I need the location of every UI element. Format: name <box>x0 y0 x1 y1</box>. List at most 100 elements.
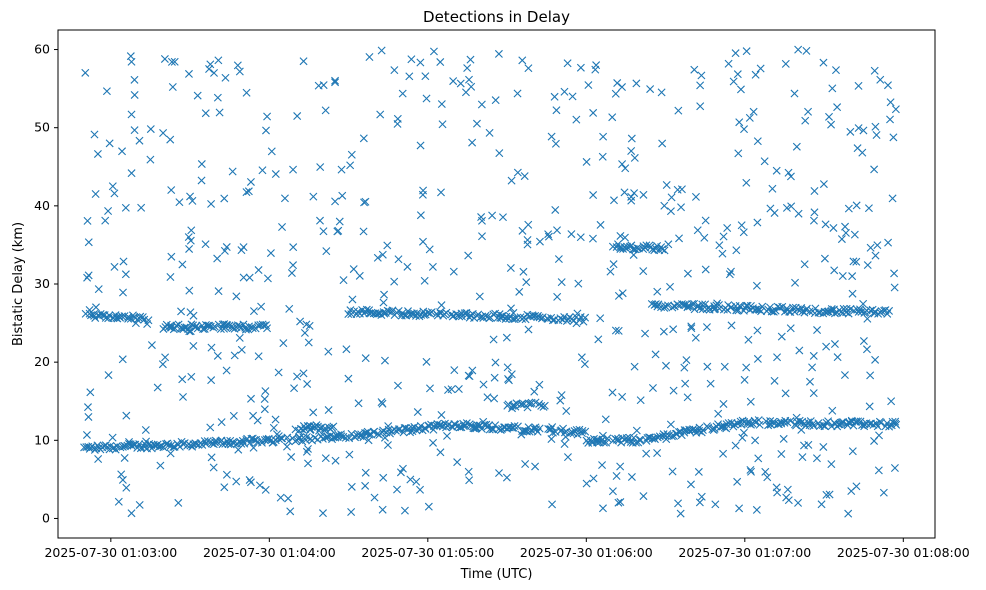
scatter-point <box>494 425 503 434</box>
scatter-point <box>485 128 494 137</box>
scatter-point <box>606 267 615 276</box>
scatter-point <box>221 73 230 82</box>
scatter-point <box>185 327 194 336</box>
scatter-point <box>220 483 229 492</box>
scatter-point <box>866 306 875 315</box>
scatter-point <box>798 453 807 462</box>
scatter-point <box>205 64 214 73</box>
scatter-point <box>309 192 318 201</box>
scatter-point <box>598 504 607 513</box>
scatter-point <box>713 299 722 308</box>
scatter-point <box>456 79 465 88</box>
scatter-point <box>244 187 253 196</box>
scatter-point <box>820 254 829 263</box>
scatter-point <box>348 295 357 304</box>
scatter-point <box>339 276 348 285</box>
scatter-point <box>872 131 881 139</box>
scatter-point <box>162 440 171 449</box>
scatter-point <box>515 287 524 296</box>
scatter-point <box>454 384 463 393</box>
scatter-point <box>359 433 368 442</box>
scatter-point <box>722 424 731 433</box>
scatter-point <box>522 278 531 287</box>
scatter-point <box>207 453 216 462</box>
scatter-point <box>83 273 92 282</box>
scatter-point <box>666 420 675 429</box>
scatter-point <box>221 323 230 332</box>
scatter-point <box>724 59 733 68</box>
scatter-point <box>293 112 302 121</box>
scatter-point <box>424 502 433 511</box>
scatter-point <box>753 137 762 146</box>
scatter-point <box>537 401 546 410</box>
scatter-point <box>576 63 585 72</box>
scatter-point <box>883 81 892 90</box>
scatter-point <box>747 467 756 476</box>
scatter-point <box>365 53 374 61</box>
scatter-point <box>642 449 651 458</box>
scatter-point <box>691 333 700 342</box>
scatter-point <box>596 220 605 229</box>
scatter-point <box>852 257 861 266</box>
scatter-point <box>863 261 872 270</box>
x-tick-label: 2025-07-30 01:06:00 <box>520 545 653 560</box>
scatter-point <box>102 87 111 96</box>
scatter-point <box>373 253 382 262</box>
scatter-point <box>726 267 735 276</box>
scatter-point <box>752 305 761 314</box>
scatter-point <box>858 421 867 430</box>
scatter-point <box>578 426 587 435</box>
scatter-point <box>560 87 569 96</box>
scatter-point <box>466 55 475 64</box>
scatter-point <box>494 49 503 58</box>
scatter-point <box>242 188 251 197</box>
scatter-point <box>540 401 549 410</box>
scatter-point <box>888 194 897 203</box>
scatter-point <box>197 176 206 185</box>
scatter-point <box>122 483 131 492</box>
scatter-point <box>476 313 485 322</box>
scatter-point <box>669 325 678 334</box>
scatter-point <box>661 302 670 311</box>
scatter-point <box>552 106 561 115</box>
scatter-point <box>393 381 402 390</box>
scatter-point <box>289 243 298 252</box>
scatter-point <box>416 485 425 494</box>
scatter-point <box>695 498 704 507</box>
scatter-point <box>688 299 697 308</box>
scatter-point <box>812 454 821 463</box>
y-tick-label: 10 <box>34 432 50 447</box>
scatter-point <box>581 427 590 436</box>
scatter-point <box>745 113 754 122</box>
scatter-point <box>616 244 625 253</box>
scatter-point <box>639 190 648 199</box>
scatter-point <box>641 329 650 338</box>
scatter-point <box>104 207 113 216</box>
scatter-point <box>284 437 293 446</box>
scatter-point <box>795 346 804 355</box>
scatter-point <box>613 79 622 88</box>
scatter-point <box>854 124 863 133</box>
scatter-point <box>523 235 532 244</box>
scatter-point <box>890 269 899 278</box>
scatter-point <box>850 230 859 239</box>
scatter-point <box>544 424 553 433</box>
scatter-point <box>830 309 839 318</box>
scatter-point <box>337 165 346 174</box>
scatter-point <box>535 380 544 389</box>
scatter-point <box>318 434 327 443</box>
scatter-point <box>792 142 801 151</box>
scatter-point <box>263 324 272 333</box>
scatter-point <box>429 47 438 56</box>
scatter-point <box>122 411 131 420</box>
scatter-point <box>416 421 425 430</box>
scatter-point <box>720 362 729 371</box>
scatter-point <box>754 454 763 463</box>
scatter-point <box>175 198 184 207</box>
scatter-point <box>618 392 627 401</box>
scatter-point <box>844 309 853 318</box>
scatter-point <box>347 508 356 517</box>
scatter-point <box>806 377 814 386</box>
scatter-point <box>110 262 119 271</box>
scatter-point <box>275 435 284 444</box>
